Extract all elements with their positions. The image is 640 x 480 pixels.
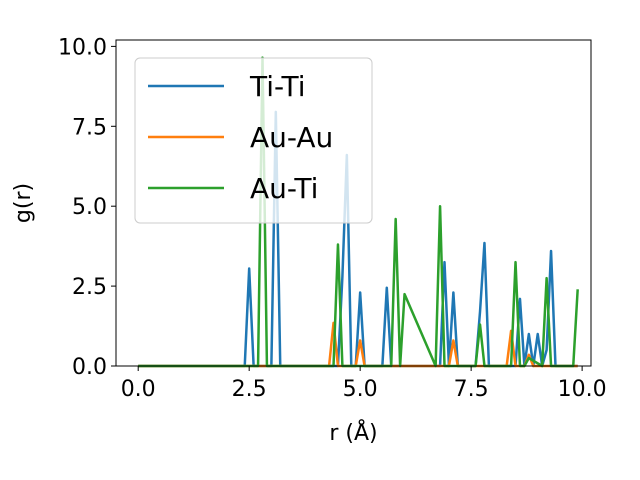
y-tick-label: 7.5 xyxy=(72,115,107,140)
y-tick-label: 0.0 xyxy=(72,355,107,380)
legend-label-au-au: Au-Au xyxy=(250,121,333,154)
x-tick-label: 7.5 xyxy=(454,377,489,402)
legend-label-ti-ti: Ti-Ti xyxy=(249,70,306,103)
y-tick-label: 5.0 xyxy=(72,195,107,220)
y-axis-label: g(r) xyxy=(11,183,36,223)
plot-frame xyxy=(115,39,592,367)
legend-box xyxy=(134,57,373,224)
legend-label-au-ti: Au-Ti xyxy=(250,172,318,205)
x-tick-label: 2.5 xyxy=(232,377,267,402)
x-axis-label: r (Å) xyxy=(329,419,377,446)
y-tick-label: 2.5 xyxy=(72,275,107,300)
x-tick-label: 0.0 xyxy=(121,377,156,402)
tick-layer: 0.0 2.5 5.0 7.5 10.0 0.0 2.5 5.0 7.5 10.0 xyxy=(58,35,607,402)
legend: Ti-Ti Au-Au Au-Ti xyxy=(134,57,373,224)
y-tick-label: 10.0 xyxy=(58,35,107,60)
x-tick-label: 5.0 xyxy=(343,377,378,402)
x-tick-label: 10.0 xyxy=(558,377,607,402)
